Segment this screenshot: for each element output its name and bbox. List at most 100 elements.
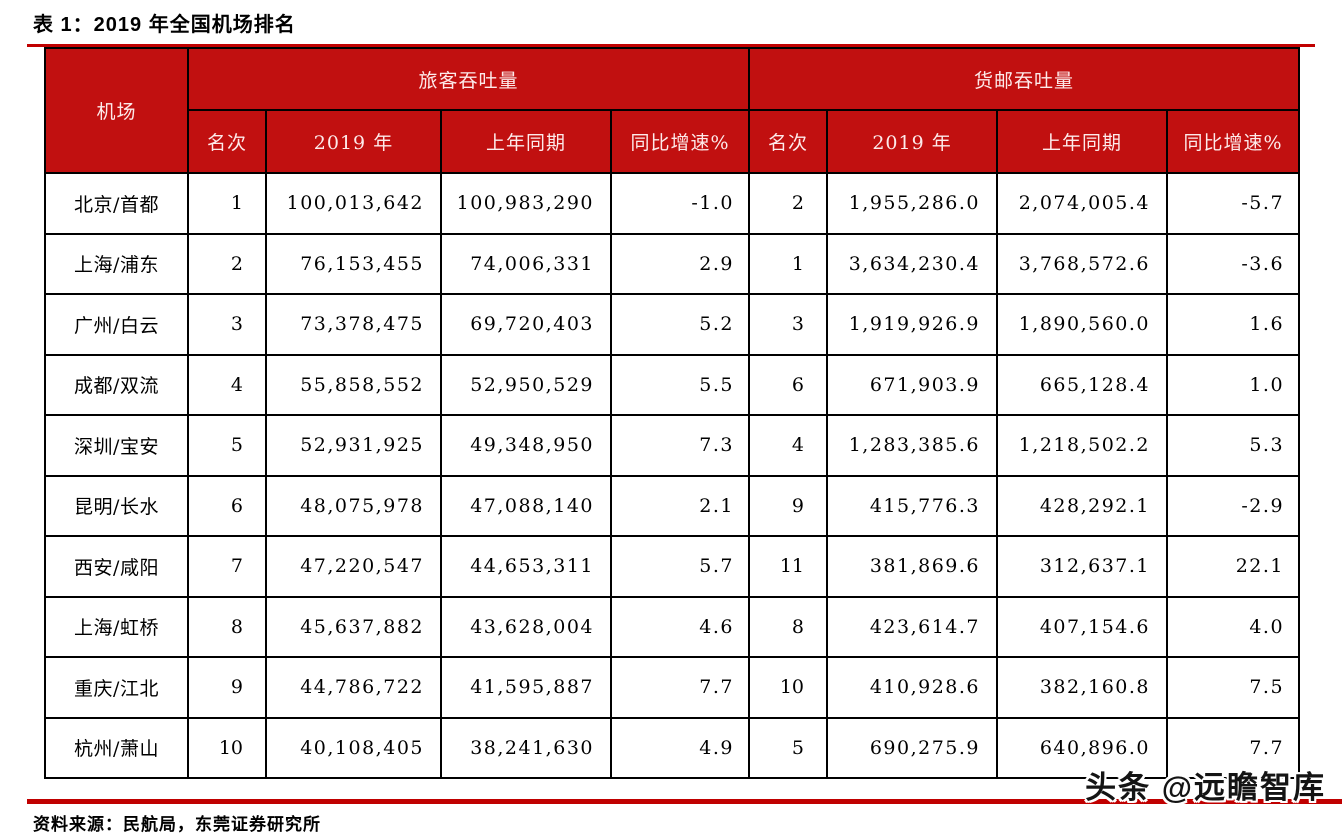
passenger-rank: 6 <box>187 474 267 537</box>
passenger-2019: 73,378,475 <box>265 293 442 356</box>
passenger-2019: 100,013,642 <box>265 172 442 235</box>
airport-name: 重庆/江北 <box>44 656 189 719</box>
passenger-rank: 5 <box>187 414 267 477</box>
airport-name: 上海/虹桥 <box>44 595 189 658</box>
passenger-rank: 3 <box>187 293 267 356</box>
passenger-rank: 2 <box>187 232 267 295</box>
passenger-yoy: -1.0 <box>609 172 751 235</box>
cargo-prev: 428,292.1 <box>996 474 1169 537</box>
passenger-yoy: 4.9 <box>609 716 751 779</box>
passenger-rank: 10 <box>187 716 267 779</box>
passenger-yoy: 2.1 <box>609 474 751 537</box>
header-cargo-2019: 2019 年 <box>826 109 999 174</box>
cargo-2019: 1,955,286.0 <box>826 172 999 235</box>
table-title: 表 1：2019 年全国机场排名 <box>33 14 296 36</box>
passenger-2019: 40,108,405 <box>265 716 442 779</box>
header-passenger-2019: 2019 年 <box>265 109 442 174</box>
cargo-2019: 410,928.6 <box>826 656 999 719</box>
cargo-2019: 415,776.3 <box>826 474 999 537</box>
cargo-2019: 1,283,385.6 <box>826 414 999 477</box>
passenger-yoy: 7.7 <box>609 656 751 719</box>
header-passenger-rank: 名次 <box>187 109 267 174</box>
table-row: 广州/白云 3 73,378,475 69,720,403 5.2 3 1,91… <box>44 293 1301 356</box>
table-row: 上海/浦东 2 76,153,455 74,006,331 2.9 1 3,63… <box>44 232 1301 295</box>
cargo-rank: 4 <box>748 414 829 477</box>
header-cargo-rank: 名次 <box>748 109 829 174</box>
cargo-yoy: -5.7 <box>1166 172 1301 235</box>
cargo-prev: 1,218,502.2 <box>996 414 1169 477</box>
passenger-rank: 4 <box>187 353 267 416</box>
cargo-prev: 407,154.6 <box>996 595 1169 658</box>
passenger-prev: 69,720,403 <box>440 293 612 356</box>
passenger-2019: 55,858,552 <box>265 353 442 416</box>
header-cargo-throughput: 货邮吞吐量 <box>748 47 1301 111</box>
passenger-2019: 52,931,925 <box>265 414 442 477</box>
table-row: 上海/虹桥 8 45,637,882 43,628,004 4.6 8 423,… <box>44 595 1301 658</box>
passenger-prev: 38,241,630 <box>440 716 612 779</box>
table-row: 杭州/萧山 10 40,108,405 38,241,630 4.9 5 690… <box>44 716 1301 779</box>
cargo-yoy: 5.3 <box>1166 414 1301 477</box>
header-passenger-yoy: 同比增速% <box>609 109 751 174</box>
header-passenger-throughput: 旅客吞吐量 <box>186 47 751 111</box>
cargo-2019: 690,275.9 <box>826 716 999 779</box>
watermark: 头条 @远瞻智库 <box>1085 770 1326 805</box>
cargo-prev: 665,128.4 <box>996 353 1169 416</box>
passenger-2019: 45,637,882 <box>265 595 442 658</box>
cargo-prev: 3,768,572.6 <box>996 232 1169 295</box>
cargo-rank: 9 <box>748 474 829 537</box>
table-row: 重庆/江北 9 44,786,722 41,595,887 7.7 10 410… <box>44 656 1301 719</box>
table-row: 西安/咸阳 7 47,220,547 44,653,311 5.7 11 381… <box>44 535 1301 598</box>
cargo-2019: 3,634,230.4 <box>826 232 999 295</box>
airport-name: 成都/双流 <box>44 353 189 416</box>
cargo-yoy: 7.7 <box>1166 716 1301 779</box>
cargo-prev: 312,637.1 <box>996 535 1169 598</box>
cargo-prev: 2,074,005.4 <box>996 172 1169 235</box>
passenger-2019: 48,075,978 <box>265 474 442 537</box>
cargo-yoy: 1.6 <box>1166 293 1301 356</box>
passenger-yoy: 5.5 <box>609 353 751 416</box>
cargo-2019: 1,919,926.9 <box>826 293 999 356</box>
cargo-yoy: 7.5 <box>1166 656 1301 719</box>
table-row: 北京/首都 1 100,013,642 100,983,290 -1.0 2 1… <box>44 172 1301 235</box>
table-row: 深圳/宝安 5 52,931,925 49,348,950 7.3 4 1,28… <box>44 414 1301 477</box>
passenger-rank: 8 <box>187 595 267 658</box>
passenger-2019: 44,786,722 <box>265 656 442 719</box>
cargo-rank: 5 <box>748 716 829 779</box>
passenger-yoy: 4.6 <box>609 595 751 658</box>
cargo-yoy: 1.0 <box>1166 353 1301 416</box>
passenger-prev: 47,088,140 <box>440 474 612 537</box>
passenger-rank: 9 <box>187 656 267 719</box>
cargo-rank: 10 <box>748 656 829 719</box>
airport-ranking-table: 机场 旅客吞吐量 货邮吞吐量 名次 2019 年 上年同期 同比增速% 名次 2… <box>44 47 1301 779</box>
passenger-rank: 1 <box>187 172 267 235</box>
airport-name: 北京/首都 <box>44 172 189 235</box>
passenger-yoy: 2.9 <box>609 232 751 295</box>
passenger-yoy: 5.2 <box>609 293 751 356</box>
source-note: 资料来源：民航局，东莞证券研究所 <box>33 815 321 834</box>
passenger-prev: 74,006,331 <box>440 232 612 295</box>
bottom-rule <box>27 799 1342 804</box>
cargo-2019: 423,614.7 <box>826 595 999 658</box>
header-passenger-prev-year: 上年同期 <box>440 109 612 174</box>
cargo-2019: 381,869.6 <box>826 535 999 598</box>
passenger-prev: 52,950,529 <box>440 353 612 416</box>
airport-name: 西安/咸阳 <box>44 535 189 598</box>
cargo-prev: 1,890,560.0 <box>996 293 1169 356</box>
cargo-rank: 3 <box>748 293 829 356</box>
cargo-prev: 382,160.8 <box>996 656 1169 719</box>
cargo-2019: 671,903.9 <box>826 353 999 416</box>
airport-name: 昆明/长水 <box>44 474 189 537</box>
passenger-yoy: 7.3 <box>609 414 751 477</box>
cargo-rank: 8 <box>748 595 829 658</box>
cargo-rank: 6 <box>748 353 829 416</box>
passenger-2019: 76,153,455 <box>265 232 442 295</box>
cargo-yoy: -3.6 <box>1166 232 1301 295</box>
cargo-rank: 2 <box>748 172 829 235</box>
header-airport: 机场 <box>44 47 189 174</box>
header-cargo-yoy: 同比增速% <box>1166 109 1301 174</box>
cargo-prev: 640,896.0 <box>996 716 1169 779</box>
cargo-rank: 11 <box>748 535 829 598</box>
top-rule <box>27 44 1315 47</box>
passenger-2019: 47,220,547 <box>265 535 442 598</box>
table-row: 昆明/长水 6 48,075,978 47,088,140 2.1 9 415,… <box>44 474 1301 537</box>
